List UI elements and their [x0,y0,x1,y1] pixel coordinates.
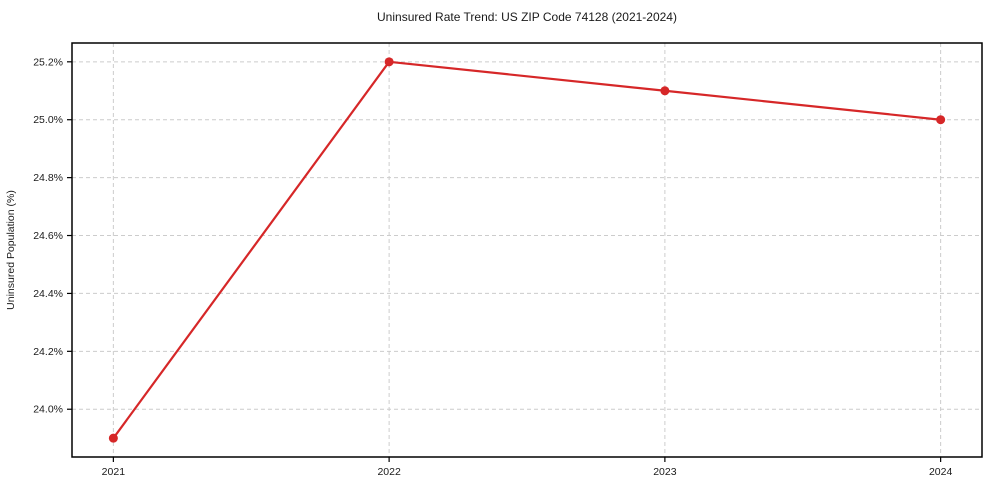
y-tick-label: 24.6% [33,230,63,242]
data-point-marker [936,115,946,125]
plot-area: 2021 2022 2023 2024 24.0% 24.2% 24.4% 24.6% 24.8… [33,42,983,478]
x-tick-label: 2021 [102,466,126,478]
y-tick-label: 24.2% [33,346,63,358]
x-tick-label: 2022 [377,466,401,478]
data-point-marker [108,433,118,443]
trend-line [112,60,942,440]
y-tick-label: 24.4% [33,288,63,300]
y-tick-label: 25.2% [33,56,63,68]
plot-border [71,42,983,458]
x-tick-label: 2024 [929,466,953,478]
y-tick-label: 24.0% [33,404,63,416]
y-tick-label: 24.8% [33,172,63,184]
x-tick-label: 2023 [653,466,677,478]
data-point-marker [384,57,394,67]
y-tick-label: 25.0% [33,114,63,126]
data-point-marker [660,86,670,96]
y-axis-title: Uninsured Population (%) [5,190,17,310]
chart-title: Uninsured Rate Trend: US ZIP Code 74128 … [377,10,677,24]
